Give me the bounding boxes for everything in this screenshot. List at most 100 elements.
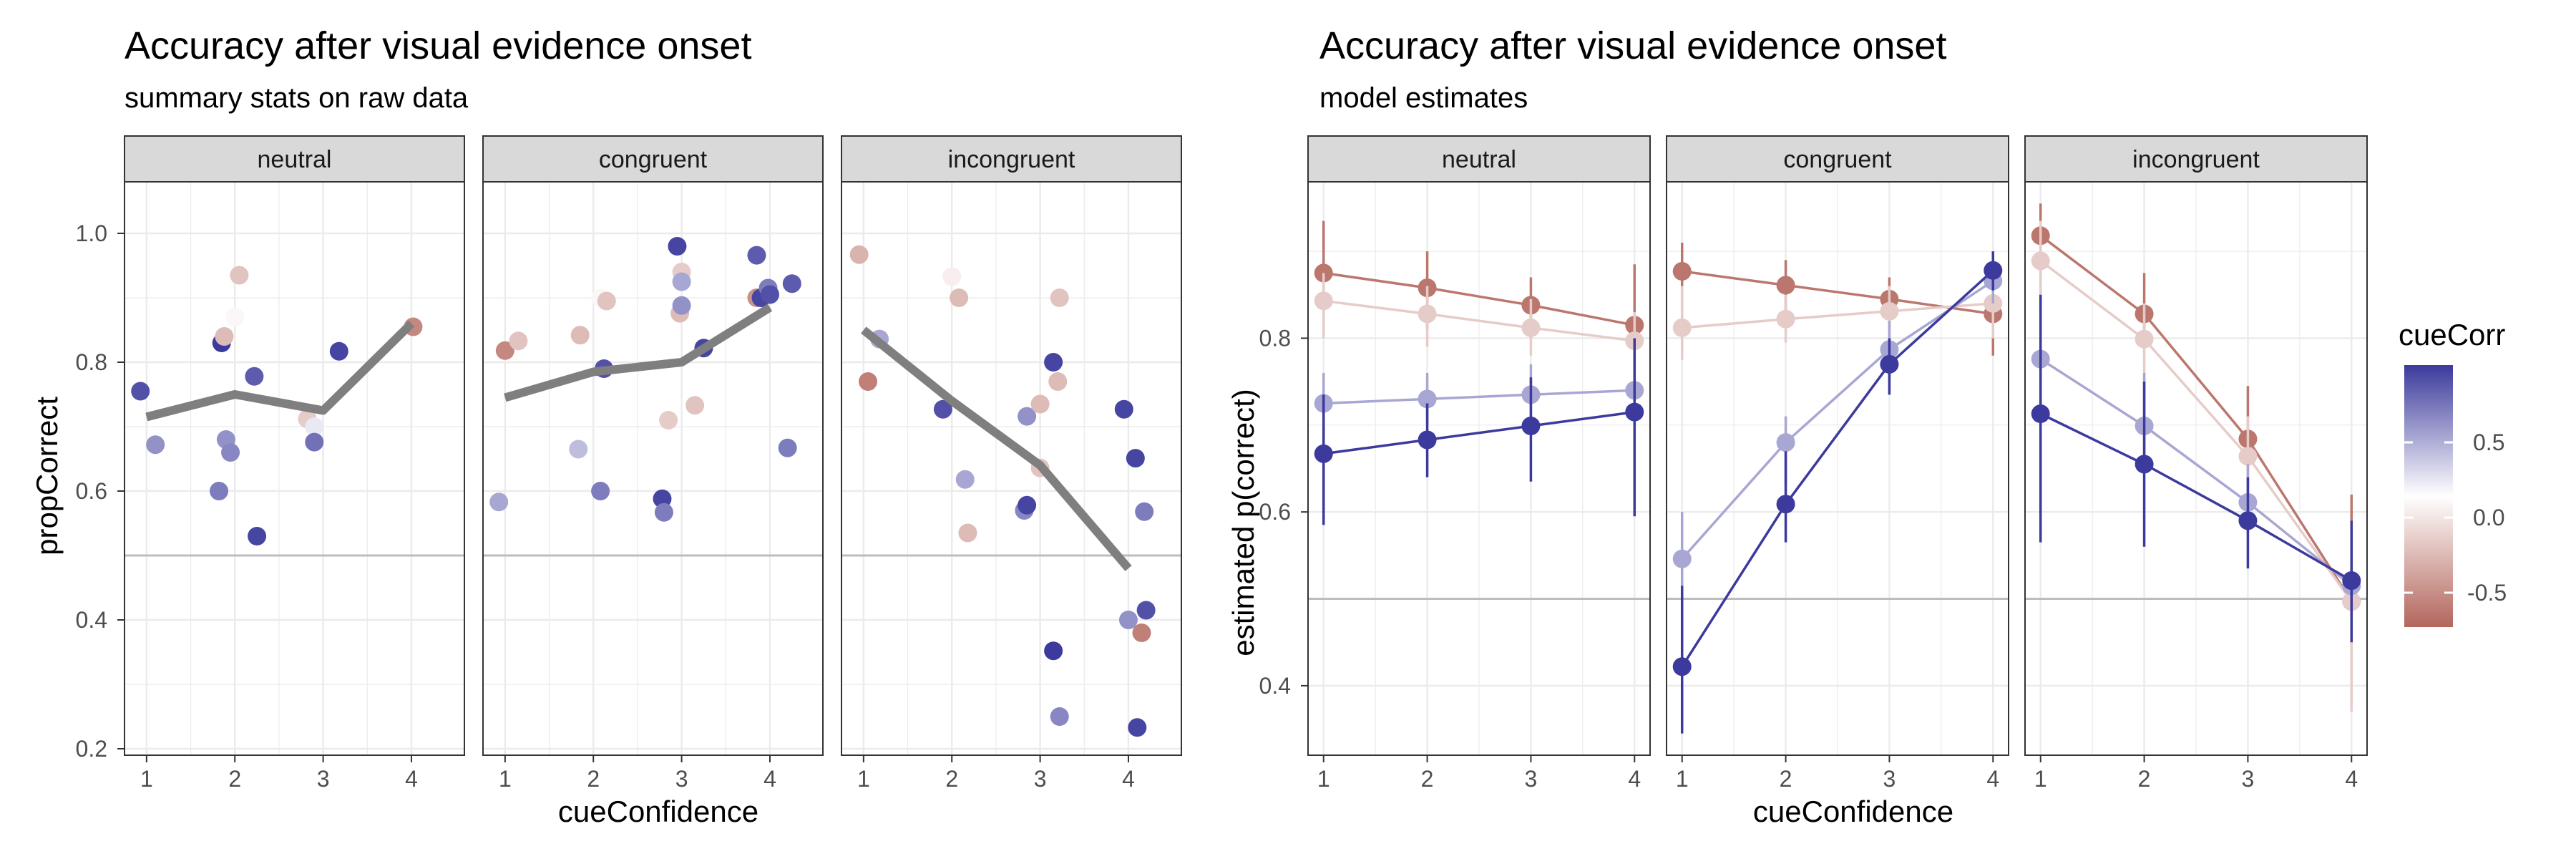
data-point (672, 272, 691, 291)
mean-line (145, 320, 415, 422)
x-tick-label: 4 (2345, 766, 2358, 792)
panel-strip-label: incongruent (2132, 146, 2260, 173)
series-point (1880, 354, 1899, 374)
x-tick-label: 2 (945, 766, 958, 792)
series-point (1672, 549, 1692, 568)
panel-border (1307, 181, 1651, 756)
series-line (1681, 279, 1994, 560)
y-tick-label: 0.6 (76, 478, 107, 504)
data-point (1050, 707, 1069, 726)
data-point (1050, 288, 1069, 307)
panel-border (1666, 181, 2009, 756)
data-point (131, 382, 150, 401)
series-point (1672, 262, 1692, 281)
panel-congruent: congruent 1 2 3 4 (482, 135, 824, 792)
series-line (2039, 234, 2353, 603)
x-tick-label: 3 (2242, 766, 2255, 792)
data-point (942, 267, 962, 286)
mean-line (861, 326, 1132, 571)
panel-strip (841, 135, 1182, 183)
series-point (1672, 657, 1692, 676)
x-tick-label: 3 (317, 766, 330, 792)
panel-border (841, 181, 1182, 756)
series-point (1418, 430, 1437, 450)
legend-tick-label: 0.0 (2473, 505, 2504, 530)
series-point (1625, 402, 1644, 422)
panel-neutral: neutral 1 2 3 4 0.2 0.4 0.6 0.8 1.0 (76, 135, 465, 792)
x-tick-label: 2 (587, 766, 600, 792)
data-point (849, 245, 869, 264)
series-point (2135, 455, 2154, 474)
series-point (1672, 318, 1692, 337)
panel-strip-label: congruent (1783, 146, 1892, 173)
x-tick-label: 1 (2034, 766, 2047, 792)
y-tick-label: 0.6 (1259, 499, 1291, 525)
data-point (146, 435, 165, 455)
series-line (1323, 271, 1635, 327)
x-tick-label: 3 (1883, 766, 1896, 792)
y-tick-label: 1.0 (76, 220, 107, 246)
x-tick-label: 4 (1628, 766, 1641, 792)
x-tick-label: 1 (1676, 766, 1689, 792)
series-point (1418, 389, 1437, 409)
data-point (1126, 449, 1145, 468)
data-point (1135, 502, 1154, 521)
panel-strip-label: neutral (1442, 146, 1516, 173)
panel-strip (482, 135, 824, 183)
data-point (747, 246, 766, 265)
right-chart-title: Accuracy after visual evidence onset (1319, 24, 1946, 67)
x-tick-label: 4 (763, 766, 776, 792)
left-chart-title: Accuracy after visual evidence onset (125, 24, 751, 67)
left-x-axis-label: cueConfidence (558, 795, 758, 828)
y-tick-label: 0.2 (76, 736, 107, 762)
series (2031, 294, 2361, 643)
right-chart-subtitle: model estimates (1319, 82, 1528, 114)
x-tick-label: 3 (675, 766, 688, 792)
series (1672, 277, 2003, 360)
series-line (2039, 260, 2353, 603)
data-point (686, 396, 705, 415)
series-line (2039, 358, 2353, 587)
data-point (569, 440, 588, 459)
series-point (1521, 318, 1541, 337)
data-point (495, 341, 514, 360)
legend-tick-label: 0.5 (2473, 430, 2504, 455)
series-line (1323, 299, 1635, 342)
panel-background (483, 182, 823, 755)
data-point (215, 327, 234, 346)
panel-strip-label: neutral (258, 146, 332, 173)
panel-incongruent: incongruent 1 2 3 4 (841, 135, 1182, 792)
x-tick-label: 1 (499, 766, 512, 792)
data-point (782, 274, 801, 293)
data-point (933, 399, 952, 419)
x-tick-label: 1 (857, 766, 870, 792)
series (1672, 260, 2003, 616)
data-point (230, 266, 249, 285)
data-point (225, 308, 245, 326)
right-y-axis-label: estimated p(correct) (1226, 389, 1260, 656)
panel-strip-label: congruent (599, 146, 708, 173)
data-point (760, 285, 779, 304)
series-point (2342, 571, 2361, 591)
data-point (305, 417, 324, 436)
series-point (1314, 291, 1333, 311)
data-point (591, 482, 610, 500)
x-tick-label: 2 (228, 766, 241, 792)
data-point (1136, 601, 1156, 620)
data-point (210, 482, 229, 500)
series-point (1984, 261, 2003, 280)
series-line (1682, 302, 1994, 329)
data-point (1128, 718, 1147, 737)
right-x-axis-label: cueConfidence (1753, 795, 1953, 828)
series (1314, 338, 1644, 525)
data-point (245, 367, 264, 386)
series-point (2031, 404, 2050, 424)
data-point (1030, 394, 1050, 414)
x-tick-label: 3 (1034, 766, 1047, 792)
series-line (1323, 389, 1635, 405)
y-tick-label: 0.4 (76, 607, 107, 633)
legend-colorbar (2404, 365, 2453, 627)
